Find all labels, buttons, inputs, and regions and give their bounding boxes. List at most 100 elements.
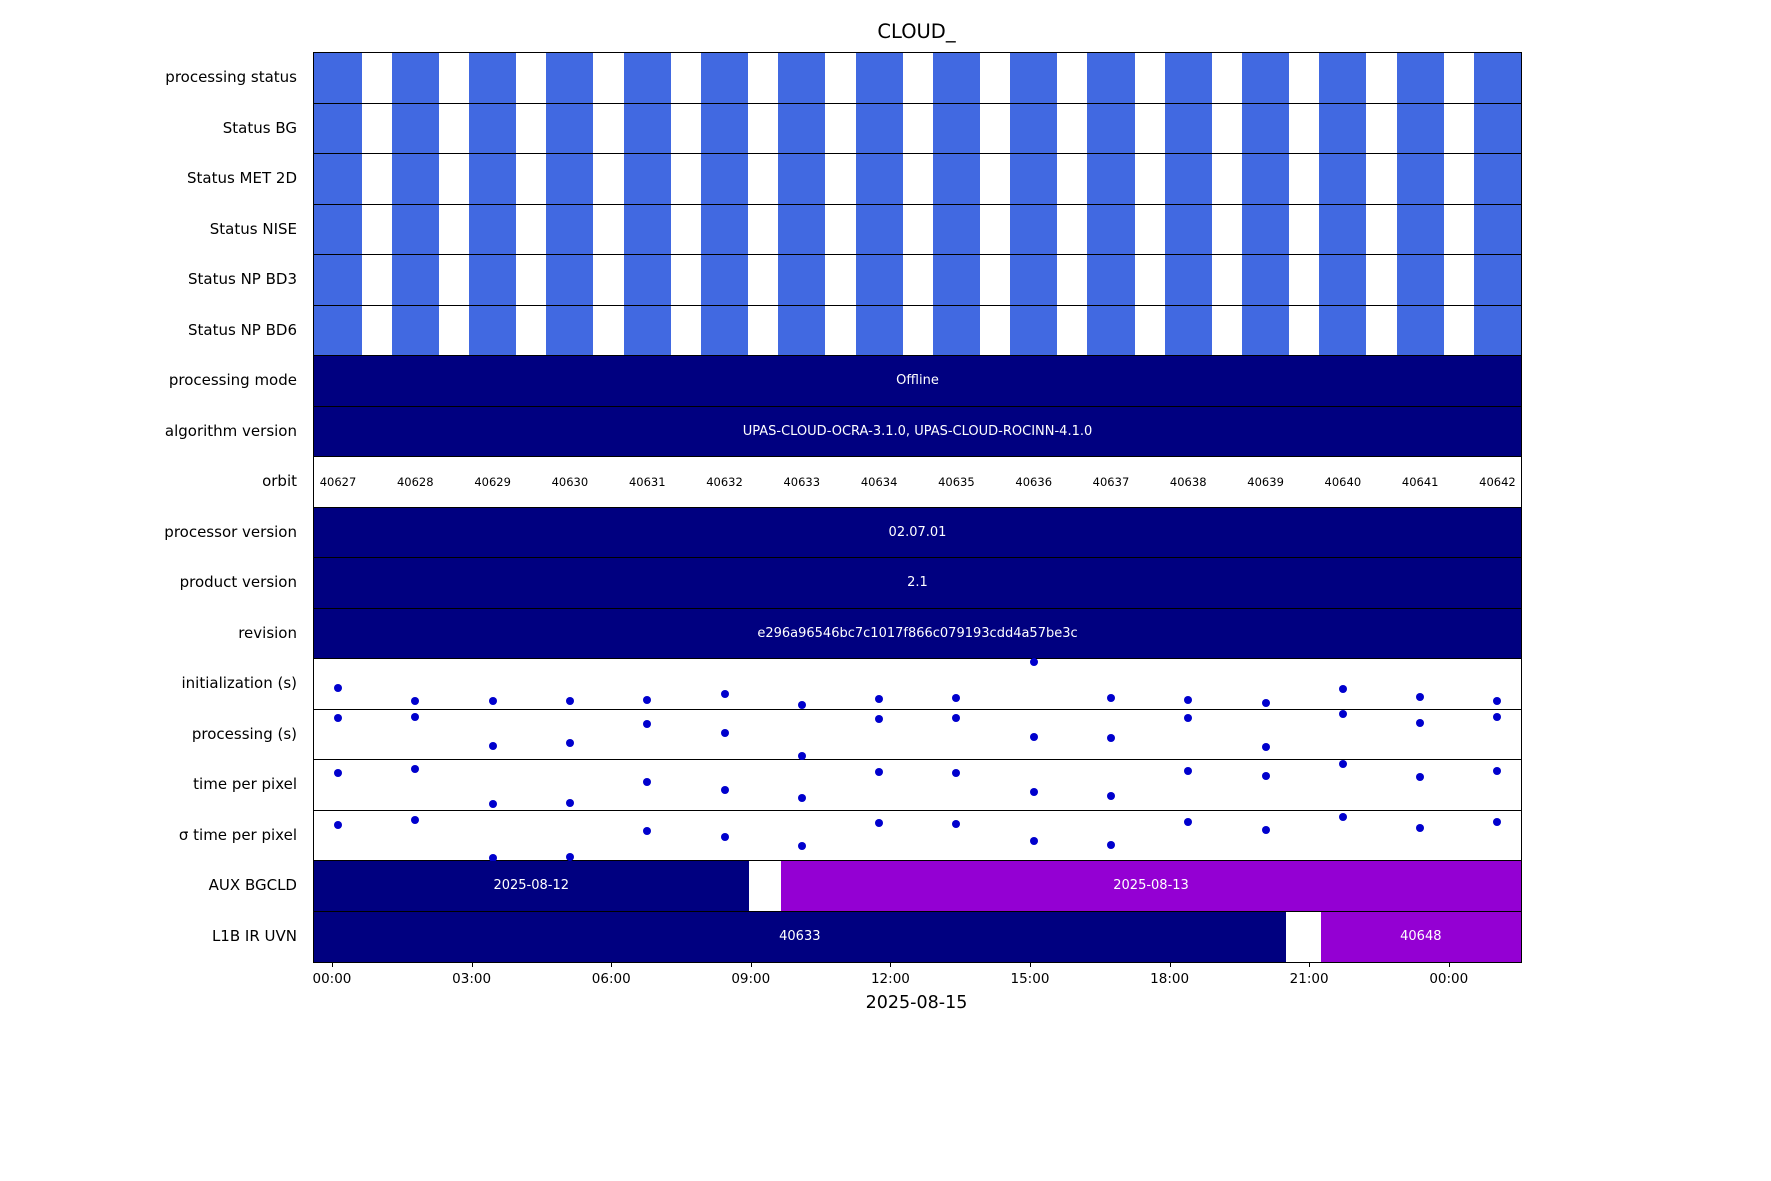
orbit-number: 40642 [1479, 474, 1516, 489]
scatter-dot [1338, 759, 1347, 768]
scatter-dot [643, 719, 652, 728]
status-block [1242, 255, 1290, 305]
chart-title: CLOUD_ [877, 20, 956, 43]
x-tick-label: 18:00 [1150, 971, 1190, 987]
status-block [778, 255, 826, 305]
row-label-initialization: initialization (s) [181, 674, 297, 693]
scatter-dot [720, 832, 729, 841]
scatter-dot [565, 697, 574, 706]
status-block [1164, 154, 1212, 204]
status-block [623, 53, 671, 103]
processing-mode-value: Offline [896, 373, 939, 389]
orbit-number: 40628 [396, 474, 434, 489]
row-revision: e296a96546bc7c1017f866c079193cdd4a57be3c [314, 608, 1521, 659]
status-block [1087, 255, 1135, 305]
row-label-time-per-pixel: time per pixel [193, 775, 297, 794]
orbit-number: 40633 [783, 474, 821, 489]
status-block [391, 255, 439, 305]
status-block [1396, 53, 1444, 103]
status-block [391, 154, 439, 204]
status-block [1242, 103, 1290, 153]
scatter-dot [952, 819, 961, 828]
status-block [1010, 255, 1058, 305]
status-block [546, 103, 594, 153]
row-processing-status [314, 53, 1521, 104]
x-axis: 00:00 03:00 06:00 09:00 12:00 15:00 18:00 21:00… [312, 962, 1520, 1004]
row-orbit: 40627 40628 40629 40630 40631 40632 40633 40634… [314, 457, 1521, 508]
status-block [623, 305, 671, 355]
scatter-dot [1029, 732, 1038, 741]
status-block [314, 255, 362, 305]
status-block [1242, 204, 1290, 254]
x-tick-mark [331, 962, 333, 967]
row-label-processing-status: processing status [165, 68, 297, 87]
scatter-dot [1416, 772, 1425, 781]
status-block [932, 305, 980, 355]
status-block [1473, 305, 1521, 355]
status-block [391, 305, 439, 355]
scatter-dot [1338, 710, 1347, 719]
status-block [623, 154, 671, 204]
row-label-revision: revision [238, 623, 297, 642]
x-tick-label: 21:00 [1289, 971, 1329, 987]
scatter-dot [488, 741, 497, 750]
scatter-dot [720, 785, 729, 794]
row-algorithm-version: UPAS-CLOUD-OCRA-3.1.0, UPAS-CLOUD-ROCINN… [314, 406, 1521, 457]
status-block [1396, 154, 1444, 204]
status-block [932, 154, 980, 204]
status-block [391, 103, 439, 153]
status-block [1319, 103, 1367, 153]
scatter-dot [643, 826, 652, 835]
scatter-dot [875, 767, 884, 776]
scatter-dot [643, 777, 652, 786]
scatter-dot [565, 738, 574, 747]
status-block [855, 305, 903, 355]
status-block [1319, 255, 1367, 305]
row-status-np-bd6 [314, 305, 1521, 356]
scatter-dot [565, 798, 574, 807]
scatter-dot [1493, 818, 1502, 827]
row-labels-column: processing status Status BG Status MET 2D S… [0, 52, 305, 961]
row-label-status-np-bd6: Status NP BD6 [188, 320, 297, 339]
rows-container: Offline UPAS-CLOUD-OCRA-3.1.0, UPAS-CLOUD… [314, 53, 1521, 962]
status-block [1242, 53, 1290, 103]
status-block [700, 103, 749, 153]
scatter-dot [1261, 825, 1270, 834]
status-block [1319, 305, 1367, 355]
scatter-dot [875, 715, 884, 724]
x-tick-label: 09:00 [731, 971, 771, 987]
product-version-value: 2.1 [907, 575, 928, 591]
scatter-dot [797, 700, 806, 709]
status-block [855, 255, 903, 305]
orbit-number: 40640 [1324, 474, 1362, 489]
status-block [623, 204, 671, 254]
status-block [314, 305, 362, 355]
x-tick-mark [1029, 962, 1031, 967]
x-axis-label: 2025-08-15 [865, 993, 968, 1013]
status-block [469, 103, 517, 153]
status-block [623, 103, 671, 153]
x-tick-label: 00:00 [1429, 971, 1469, 987]
status-block [700, 53, 749, 103]
scatter-dot [875, 694, 884, 703]
orbit-number: 40631 [628, 474, 666, 489]
revision-value: e296a96546bc7c1017f866c079193cdd4a57be3c [757, 625, 1078, 641]
orbit-number: 40627 [319, 474, 357, 489]
status-block [1164, 305, 1212, 355]
interval-segment: 2025-08-13 [781, 861, 1521, 911]
interval-label: 40648 [1400, 929, 1442, 945]
status-block [1473, 255, 1521, 305]
row-label-status-met-2d: Status MET 2D [186, 169, 297, 188]
orbit-number: 40630 [551, 474, 589, 489]
x-tick-label: 00:00 [312, 971, 352, 987]
scatter-dot [334, 768, 343, 777]
status-block [1010, 305, 1058, 355]
status-block [469, 204, 517, 254]
status-block [855, 53, 903, 103]
status-block [469, 305, 517, 355]
scatter-dot [334, 820, 343, 829]
row-time-per-pixel [314, 759, 1521, 811]
status-block [932, 255, 980, 305]
status-block [1164, 103, 1212, 153]
scatter-dot [1184, 714, 1193, 723]
